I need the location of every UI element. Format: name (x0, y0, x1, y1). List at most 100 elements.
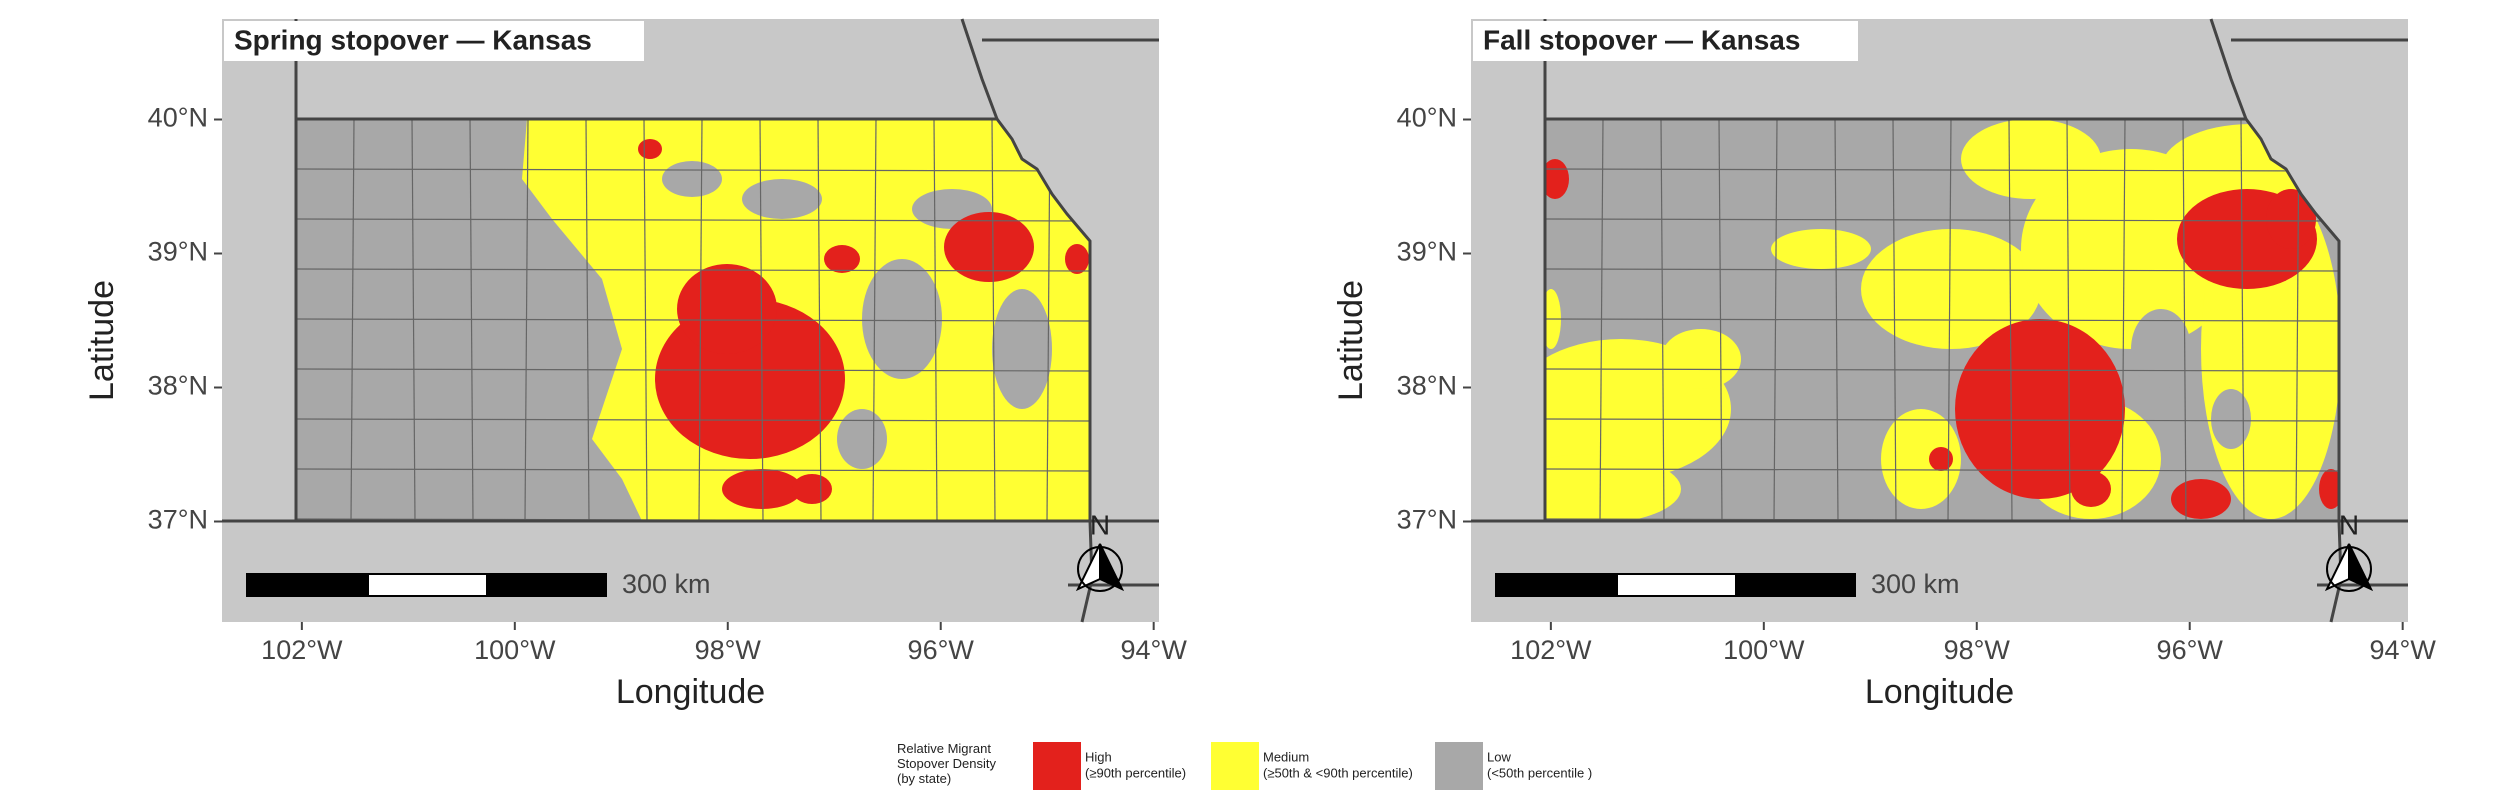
county-line (296, 468, 1090, 472)
y-axis-title: Latitude (1332, 280, 1370, 401)
x-tick-label: 100°W (474, 635, 556, 665)
county-line (1545, 168, 2339, 172)
high-area (1955, 319, 2125, 499)
medium-area (1961, 119, 2101, 199)
map-panel: Spring stopover — Kansas 300 km N 102°W 100°… (83, 18, 1188, 711)
legend-swatch (1033, 742, 1081, 790)
map-panel: Fall stopover — Kansas 300 km N 102°W 100°W 9… (1332, 18, 2437, 711)
y-axis-title: Latitude (83, 280, 121, 401)
y-tick-label: 39°N (148, 237, 208, 267)
y-tick-label: 37°N (1397, 505, 1457, 535)
county-line (296, 418, 1090, 422)
y-tick-label: 38°N (1397, 371, 1457, 401)
title-box (224, 21, 644, 61)
x-tick-label: 98°W (695, 635, 762, 665)
medium-area (1771, 229, 1871, 269)
y-tick-label: 37°N (148, 505, 208, 535)
legend-sublabel: (≥90th percentile) (1085, 765, 1186, 780)
scale-bar-segment (486, 573, 607, 597)
scale-bar-segment (1735, 573, 1856, 597)
high-area (677, 264, 777, 354)
y-tick-label: 40°N (148, 103, 208, 133)
panel-title: Fall stopover — Kansas (1483, 24, 1800, 55)
scale-bar-label: 300 km (622, 569, 711, 599)
y-tick-label: 40°N (1397, 103, 1457, 133)
low-area (742, 179, 822, 219)
north-arrow (2324, 543, 2350, 592)
county-line (296, 268, 1090, 272)
scale-bar-label: 300 km (1871, 569, 1960, 599)
medium-area (1881, 409, 1961, 509)
border-line (2209, 18, 2248, 120)
high-area (2171, 479, 2231, 519)
county-line (991, 119, 996, 521)
county-line (1599, 119, 1604, 521)
legend-sublabel: (≥50th & <90th percentile) (1263, 765, 1413, 780)
x-tick-label: 94°W (1121, 635, 1188, 665)
county-line (1545, 368, 2339, 372)
x-axis-title: Longitude (616, 673, 765, 711)
legend-label: High (1085, 749, 1112, 764)
kansas (296, 119, 1090, 521)
high-area (1929, 447, 1953, 471)
x-tick-label: 102°W (261, 635, 343, 665)
legend-sublabel: (<50th percentile ) (1487, 765, 1592, 780)
county-line (296, 218, 1090, 222)
panel-title: Spring stopover — Kansas (234, 24, 592, 55)
county-line (1545, 318, 2339, 322)
county-line (1660, 119, 1665, 521)
title-box (1473, 21, 1858, 61)
x-tick-label: 94°W (2370, 635, 2437, 665)
county-line (1545, 218, 2339, 222)
county-line (933, 119, 938, 521)
high-area (824, 245, 860, 273)
kansas (1545, 119, 2339, 521)
low-area (2131, 309, 2191, 389)
x-axis-title: Longitude (1865, 673, 2014, 711)
high-area (2319, 469, 2339, 509)
x-tick-label: 98°W (1944, 635, 2011, 665)
county-line (1545, 468, 2339, 472)
legend: Relative Migrant Stopover Density (by stat… (897, 741, 1592, 790)
county-line (411, 119, 416, 521)
north-ring (1077, 546, 1123, 592)
county-line (1545, 268, 2339, 272)
y-tick-label: 38°N (148, 371, 208, 401)
legend-swatch (1211, 742, 1259, 790)
county-line (296, 318, 1090, 322)
y-tick-label: 39°N (1397, 237, 1457, 267)
county-line (350, 119, 355, 521)
county-line (1545, 418, 2339, 422)
legend-title-line: Relative Migrant (897, 741, 991, 756)
low-area (662, 161, 722, 197)
high-area (722, 469, 802, 509)
low-area (2211, 389, 2251, 449)
x-tick-label: 96°W (908, 635, 975, 665)
county-line (2182, 119, 2187, 521)
scale-bar-segment (1616, 573, 1738, 597)
scale-bar-segment (1495, 573, 1617, 597)
north-label: N (1090, 509, 1110, 540)
legend-label: Low (1487, 749, 1511, 764)
legend-title: Relative Migrant Stopover Density (by stat… (897, 741, 996, 786)
x-tick-label: 96°W (2157, 635, 2224, 665)
medium-area (1861, 229, 2041, 349)
x-tick-label: 102°W (1510, 635, 1592, 665)
legend-title-line: Stopover Density (897, 756, 996, 771)
medium-area (1661, 329, 1741, 389)
county-line (296, 168, 1090, 172)
north-arrow (1075, 543, 1101, 592)
legend-title-line: (by state) (897, 771, 951, 786)
county-line (296, 368, 1090, 372)
low-area (837, 409, 887, 469)
scale-bar-segment (367, 573, 489, 597)
high-area (792, 474, 832, 504)
scale-bar-segment (246, 573, 368, 597)
legend-label: Medium (1263, 749, 1309, 764)
north-ring (2326, 546, 2372, 592)
north-label: N (2339, 509, 2359, 540)
legend-swatch (1435, 742, 1483, 790)
high-area (1065, 244, 1089, 274)
